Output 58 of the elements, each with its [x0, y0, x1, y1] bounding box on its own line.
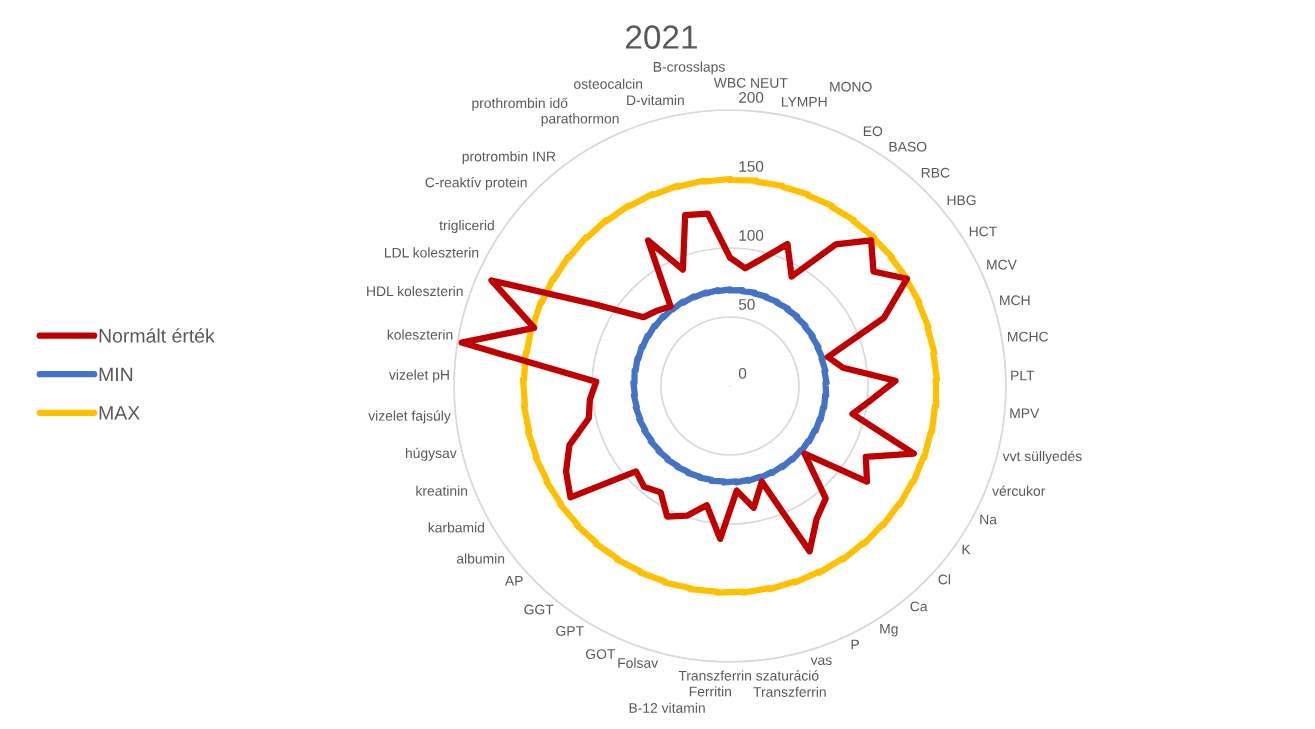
spoke-label: prothrombin idő	[472, 97, 568, 111]
legend-label: MAX	[99, 406, 140, 420]
spoke-label: osteocalcin	[574, 78, 643, 89]
spoke-label: GOT	[585, 649, 616, 659]
spoke-label: NEUT	[751, 78, 788, 88]
spoke-label: MCHC	[1008, 331, 1049, 342]
spoke-label: EO	[863, 126, 883, 137]
spoke-label: HCT	[969, 226, 997, 237]
spoke-label: parathormon	[541, 113, 619, 127]
y-tick-label: 100	[739, 230, 764, 241]
spoke-label: protrombin INR	[462, 151, 556, 165]
spoke-label: vas	[810, 657, 832, 665]
y-tick-label: 50	[738, 299, 755, 310]
y-tick-label: 200	[739, 92, 764, 103]
spoke-label: Na	[980, 514, 997, 525]
y-tick-label: 0	[738, 368, 747, 379]
spoke-label: K	[962, 544, 971, 555]
spoke-label: MONO	[830, 81, 872, 92]
y-tick-label: 150	[739, 161, 764, 172]
legend-label: Normált érték	[99, 328, 215, 343]
spoke-label: vizelet pH	[389, 369, 449, 383]
spoke-label: MCV	[987, 259, 1017, 270]
spoke-label: LDL koleszterin	[384, 247, 479, 258]
spoke-label: AP	[504, 576, 523, 586]
spoke-label: Cl	[938, 574, 950, 585]
spoke-label: Mg	[880, 624, 898, 637]
chart-title: 2021	[626, 25, 697, 49]
spoke-label: RBC	[921, 167, 950, 178]
spoke-label: karbamid	[428, 522, 484, 533]
spoke-label: PLT	[1011, 370, 1035, 381]
spoke-label: WBC	[713, 77, 746, 88]
spoke-label: vvt süllyedés	[1002, 450, 1082, 464]
spoke-label: Ca	[910, 601, 928, 612]
spoke-label: C-reaktív protein	[425, 177, 527, 191]
spoke-label: MCH	[1000, 295, 1030, 306]
spoke-label: B-12 vitamin	[629, 702, 705, 713]
spoke-label: Transzferrin	[753, 686, 826, 697]
spoke-label: P	[851, 639, 859, 650]
spoke-label: triglicerid	[439, 220, 494, 233]
spoke-label: vizelet fajsúly	[368, 410, 451, 424]
spoke-label: BASO	[889, 141, 927, 152]
spoke-label: vércukor	[992, 485, 1046, 496]
spoke-label: LYMPH	[781, 96, 827, 107]
spoke-label: koleszterin	[387, 329, 453, 340]
spoke-label: D-vitamin	[627, 94, 684, 106]
spoke-label: húgysav	[405, 447, 457, 461]
spoke-label: HDL koleszterin	[367, 285, 463, 297]
spoke-label: GGT	[524, 604, 554, 615]
legend-label: MIN	[99, 367, 133, 382]
spoke-label: albumin	[456, 553, 505, 564]
spoke-label: Ferritin	[689, 686, 732, 697]
spoke-label: HBG	[947, 195, 976, 206]
spoke-label: kreatinin	[416, 485, 468, 496]
spoke-label: B-crosslaps	[653, 61, 725, 75]
spoke-label: GPT	[556, 626, 584, 636]
spoke-label: Transzferrin szaturáció	[678, 670, 819, 681]
spoke-label: MPV	[1010, 408, 1040, 418]
spoke-label: Folsav	[618, 657, 659, 668]
